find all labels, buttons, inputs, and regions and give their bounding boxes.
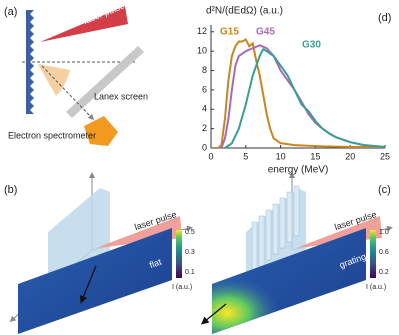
panel-label: (c) <box>378 184 391 196</box>
colorbar-tick: 0.5 <box>185 229 195 236</box>
y-tick-label: 6 <box>202 84 207 94</box>
panel-b: (b) laser pulse flat 0.5 0.3 0.1 I (a.u.… <box>4 172 195 334</box>
grating-pillars <box>251 185 300 273</box>
y-tick-label: 8 <box>202 65 207 75</box>
y-tick-label: 0 <box>202 142 207 152</box>
colorbar-tick: 0.1 <box>185 269 195 276</box>
x-tick-label: 20 <box>345 151 355 161</box>
spectrometer <box>84 116 118 146</box>
electron-fan <box>38 64 70 96</box>
heatmap <box>18 228 172 334</box>
spectrometer-label: Electron spectrometer <box>8 130 96 140</box>
series-line <box>220 44 386 149</box>
x-tick-label: 25 <box>380 151 390 161</box>
series-line <box>224 47 386 149</box>
electron-path <box>41 65 95 121</box>
panel-label: (d) <box>378 12 391 24</box>
colorbar-tick: 0.3 <box>185 249 195 256</box>
y-tick-label: 10 <box>197 46 207 56</box>
electron-arrow <box>200 303 227 325</box>
y-tick-label: 4 <box>202 104 207 114</box>
electron-arrow <box>79 265 97 304</box>
series-label: G30 <box>302 40 321 51</box>
colorbar-tick: 1.0 <box>379 229 389 236</box>
y-tick-label: 2 <box>202 123 207 133</box>
colorbar-tick: 0.2 <box>379 269 389 276</box>
colorbar <box>370 230 376 278</box>
x-tick-label: 0 <box>208 151 213 161</box>
x-tick-label: 15 <box>310 151 320 161</box>
series-label: G15 <box>220 27 239 38</box>
x-tick-label: 5 <box>243 151 248 161</box>
colorbar-label: I (a.u.) <box>366 284 386 291</box>
colorbar-label: I (a.u.) <box>172 284 192 291</box>
x-tick-label: 10 <box>276 151 286 161</box>
target-label: flat <box>148 256 163 270</box>
screen-label: Lanex screen <box>94 91 148 101</box>
panel-label: (a) <box>4 6 17 18</box>
colorbar-tick: 0.6 <box>379 249 389 256</box>
colorbar <box>176 230 182 278</box>
x-axis-label: energy (MeV) <box>268 165 329 176</box>
panel-a: (a) laser pulse Lanex screen Electron sp… <box>4 0 148 146</box>
series-line <box>217 38 385 149</box>
panel-c: (c) laser pulse grating 1.0 0.6 0.2 I (a… <box>200 172 393 334</box>
laser-beam <box>40 6 128 42</box>
lanex-screen <box>66 46 144 118</box>
heatmap-hotspot <box>212 228 366 334</box>
panel-d: (d) d²N/(dEdΩ) (a.u.) energy (MeV) 0 2 4 6 8… <box>197 6 391 176</box>
chart-title: d²N/(dEdΩ) (a.u.) <box>206 6 283 17</box>
series-label: G45 <box>256 27 275 38</box>
panel-label: (b) <box>4 184 17 196</box>
y-tick-label: 12 <box>197 26 207 36</box>
